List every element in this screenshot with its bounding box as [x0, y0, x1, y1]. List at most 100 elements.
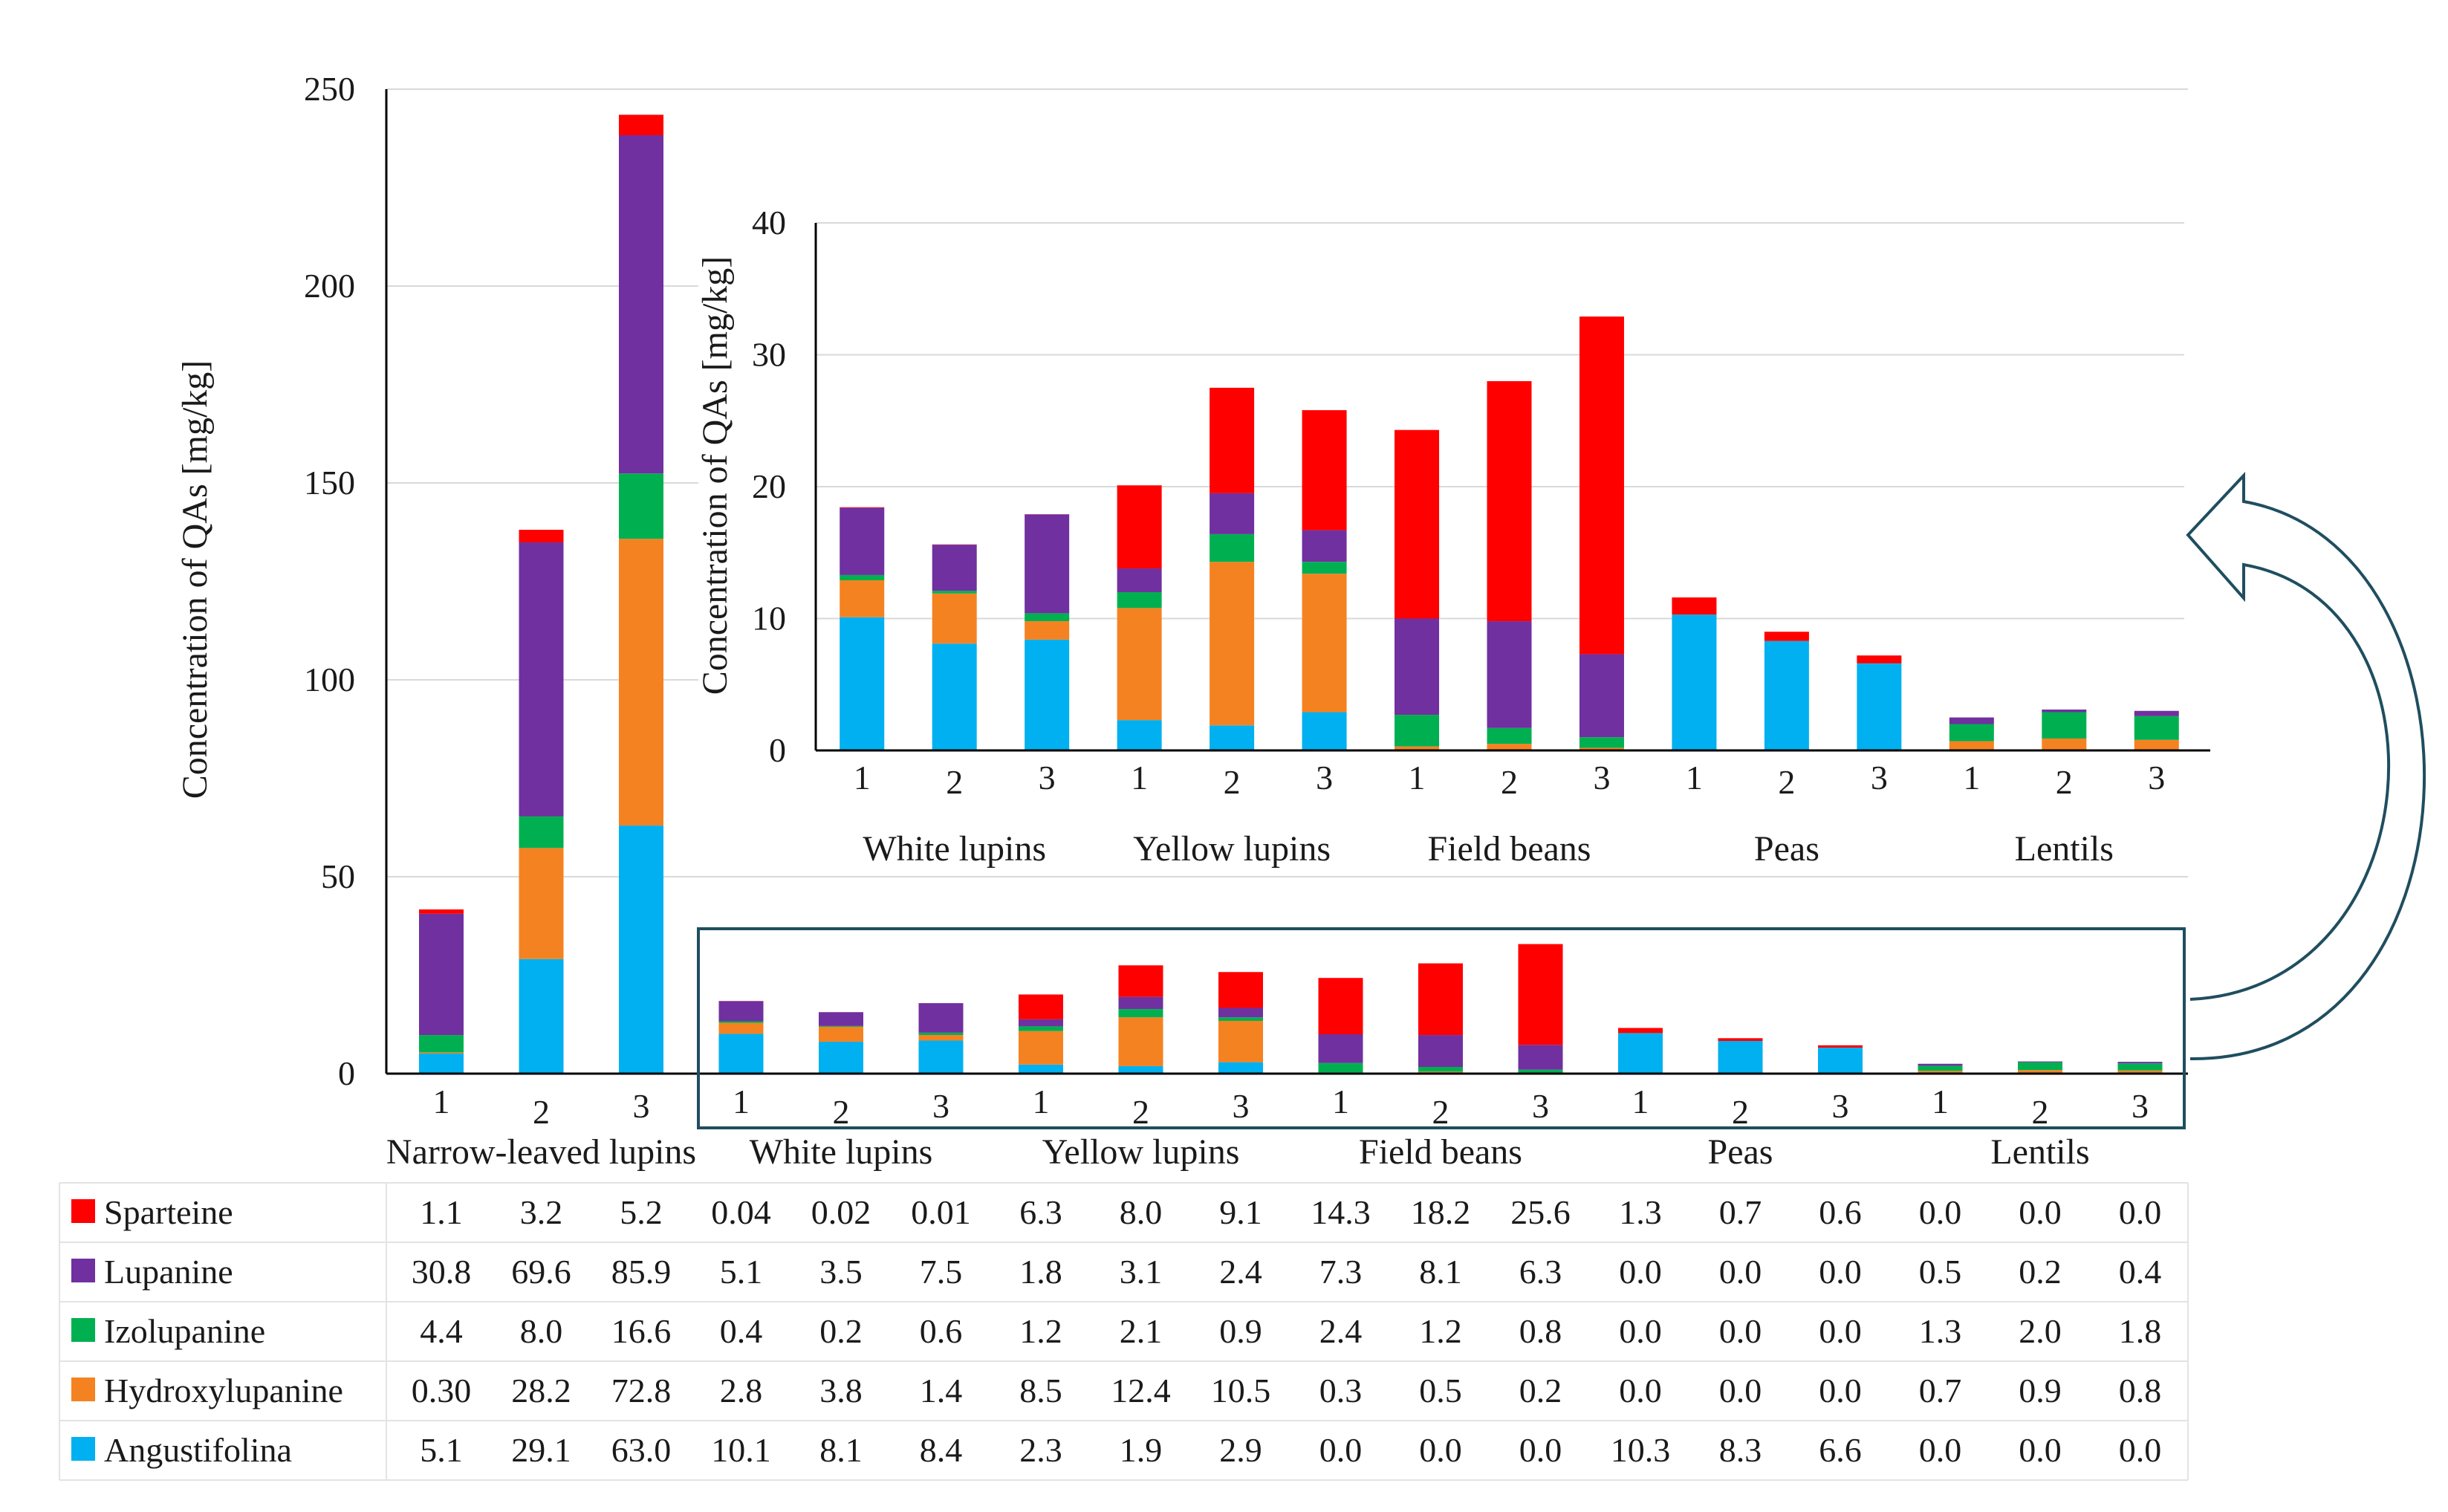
main-bar-segment-sparteine — [1218, 972, 1263, 1008]
main-bar-segment-izolupanine — [619, 473, 663, 539]
main-bar-segment-izolupanine — [419, 1035, 464, 1053]
table-cell: 1.8 — [1019, 1253, 1062, 1291]
main-bar-segment-angustifolina — [718, 1034, 764, 1074]
table-cell: 10.3 — [1611, 1431, 1671, 1469]
table-cell: 8.0 — [520, 1312, 563, 1350]
inset-x-sample-label: 3 — [1039, 759, 1056, 796]
main-bar-segment-lupanine — [1019, 1019, 1063, 1027]
main-bar-segment-izolupanine — [918, 1032, 964, 1036]
inset-bar-segment-lupanine — [1949, 717, 1994, 724]
inset-group-label: White lupins — [863, 829, 1046, 869]
table-cell: 6.6 — [1819, 1431, 1862, 1469]
inset-x-sample-label: 2 — [1224, 763, 1241, 801]
main-bar-segment-sparteine — [1518, 944, 1563, 1045]
inset-bar-segment-lupanine — [840, 507, 885, 575]
main-bar-segment-izolupanine — [1218, 1017, 1263, 1021]
inset-y-tick-label: 30 — [752, 336, 786, 374]
table-series-name: Sparteine — [104, 1193, 233, 1231]
table-cell: 2.3 — [1019, 1431, 1062, 1469]
table-cell: 0.0 — [1519, 1431, 1562, 1469]
main-x-sample-label: 3 — [2132, 1087, 2149, 1125]
inset-group-label: Peas — [1754, 829, 1819, 869]
main-bar-segment-angustifolina — [918, 1040, 964, 1074]
table-cell: 1.2 — [1419, 1312, 1462, 1350]
legend-swatch-angustifolina — [71, 1437, 95, 1461]
inset-bar-segment-lupanine — [932, 545, 977, 591]
legend-swatch-hydroxylupanine — [71, 1378, 95, 1401]
inset-bar-segment-hydroxylupanine — [1487, 744, 1532, 750]
table-cell: 0.0 — [2019, 1193, 2062, 1231]
main-bar-segment-sparteine — [1418, 963, 1463, 1036]
inset-bar-segment-izolupanine — [1302, 562, 1347, 574]
inset-bar-segment-angustifolina — [1857, 663, 1902, 750]
table-cell: 1.8 — [2119, 1312, 2162, 1350]
main-bar-segment-lupanine — [1418, 1035, 1463, 1067]
main-bar-segment-sparteine — [1019, 994, 1063, 1019]
table-cell: 0.4 — [2119, 1253, 2162, 1291]
main-bar-segment-lupanine — [718, 1001, 764, 1022]
main-bar-segment-sparteine — [1618, 1028, 1663, 1034]
main-bar-segment-sparteine — [1718, 1038, 1763, 1042]
main-bar-segment-angustifolina — [1019, 1064, 1063, 1074]
main-bar-segment-sparteine — [1118, 965, 1163, 997]
table-cell: 8.1 — [819, 1431, 863, 1469]
main-bar-segment-hydroxylupanine — [1019, 1031, 1063, 1065]
inset-bar-segment-izolupanine — [840, 574, 885, 581]
table-cell: 4.4 — [420, 1312, 463, 1350]
table-cell: 63.0 — [611, 1431, 672, 1469]
inset-x-sample-label: 2 — [1501, 763, 1518, 801]
main-bar-segment-sparteine — [1818, 1045, 1863, 1048]
inset-bar-segment-lupanine — [2042, 709, 2087, 713]
table-cell: 1.4 — [920, 1372, 963, 1409]
inset-background — [698, 201, 2203, 869]
inset-group-label: Yellow lupins — [1133, 829, 1331, 869]
table-cell: 29.1 — [511, 1431, 571, 1469]
main-y-tick-label: 200 — [304, 267, 355, 305]
table-cell: 8.1 — [1419, 1253, 1462, 1291]
main-group-label: White lupins — [750, 1132, 933, 1172]
main-bar-segment-izolupanine — [2117, 1063, 2163, 1071]
main-bar-segment-izolupanine — [1918, 1065, 1963, 1071]
main-bar-segment-izolupanine — [819, 1025, 863, 1027]
main-y-tick-label: 250 — [304, 70, 355, 108]
inset-bar-segment-hydroxylupanine — [1302, 574, 1347, 713]
main-bar-segment-lupanine — [419, 913, 464, 1036]
table-cell: 2.9 — [1219, 1431, 1262, 1469]
main-bar-segment-lupanine — [1318, 1034, 1363, 1063]
main-bar-segment-lupanine — [1918, 1063, 1963, 1066]
table-cell: 25.6 — [1510, 1193, 1571, 1231]
table-cell: 16.6 — [611, 1312, 672, 1350]
table-cell: 8.4 — [920, 1431, 963, 1469]
main-x-sample-label: 3 — [633, 1087, 650, 1125]
table-cell: 0.7 — [1919, 1372, 1962, 1409]
inset-bar-segment-sparteine — [1210, 387, 1255, 493]
main-bar-segment-lupanine — [619, 135, 663, 474]
main-group-label: Yellow lupins — [1042, 1132, 1240, 1172]
main-bar-segment-sparteine — [619, 114, 663, 136]
main-bar-segment-angustifolina — [1718, 1041, 1763, 1074]
table-cell: 18.2 — [1411, 1193, 1471, 1231]
main-group-label: Peas — [1708, 1132, 1773, 1172]
inset-group-label: Field beans — [1428, 829, 1591, 869]
table-cell: 2.0 — [2019, 1312, 2062, 1350]
table-cell: 0.04 — [711, 1193, 771, 1231]
main-bar-segment-izolupanine — [519, 816, 564, 849]
table-cell: 1.9 — [1120, 1431, 1163, 1469]
table-cell: 0.5 — [1919, 1253, 1962, 1291]
inset-bar-segment-lupanine — [1117, 568, 1162, 592]
table-cell: 5.1 — [420, 1431, 463, 1469]
main-bar-segment-hydroxylupanine — [1118, 1017, 1163, 1066]
main-bar-segment-angustifolina — [519, 958, 564, 1074]
inset-bar-segment-sparteine — [840, 507, 885, 508]
main-x-sample-label: 2 — [533, 1093, 550, 1131]
main-bar-segment-hydroxylupanine — [819, 1026, 863, 1042]
table-cell: 10.5 — [1211, 1372, 1271, 1409]
inset-x-sample-label: 2 — [946, 763, 963, 801]
table-cell: 0.0 — [1619, 1372, 1662, 1409]
table-cell: 0.0 — [1319, 1431, 1363, 1469]
table-cell: 0.0 — [1919, 1431, 1962, 1469]
inset-bar-segment-izolupanine — [1949, 724, 1994, 742]
main-bar-segment-lupanine — [1518, 1045, 1563, 1070]
inset-bar-segment-lupanine — [1210, 493, 1255, 534]
inset-bar-segment-angustifolina — [840, 617, 885, 750]
